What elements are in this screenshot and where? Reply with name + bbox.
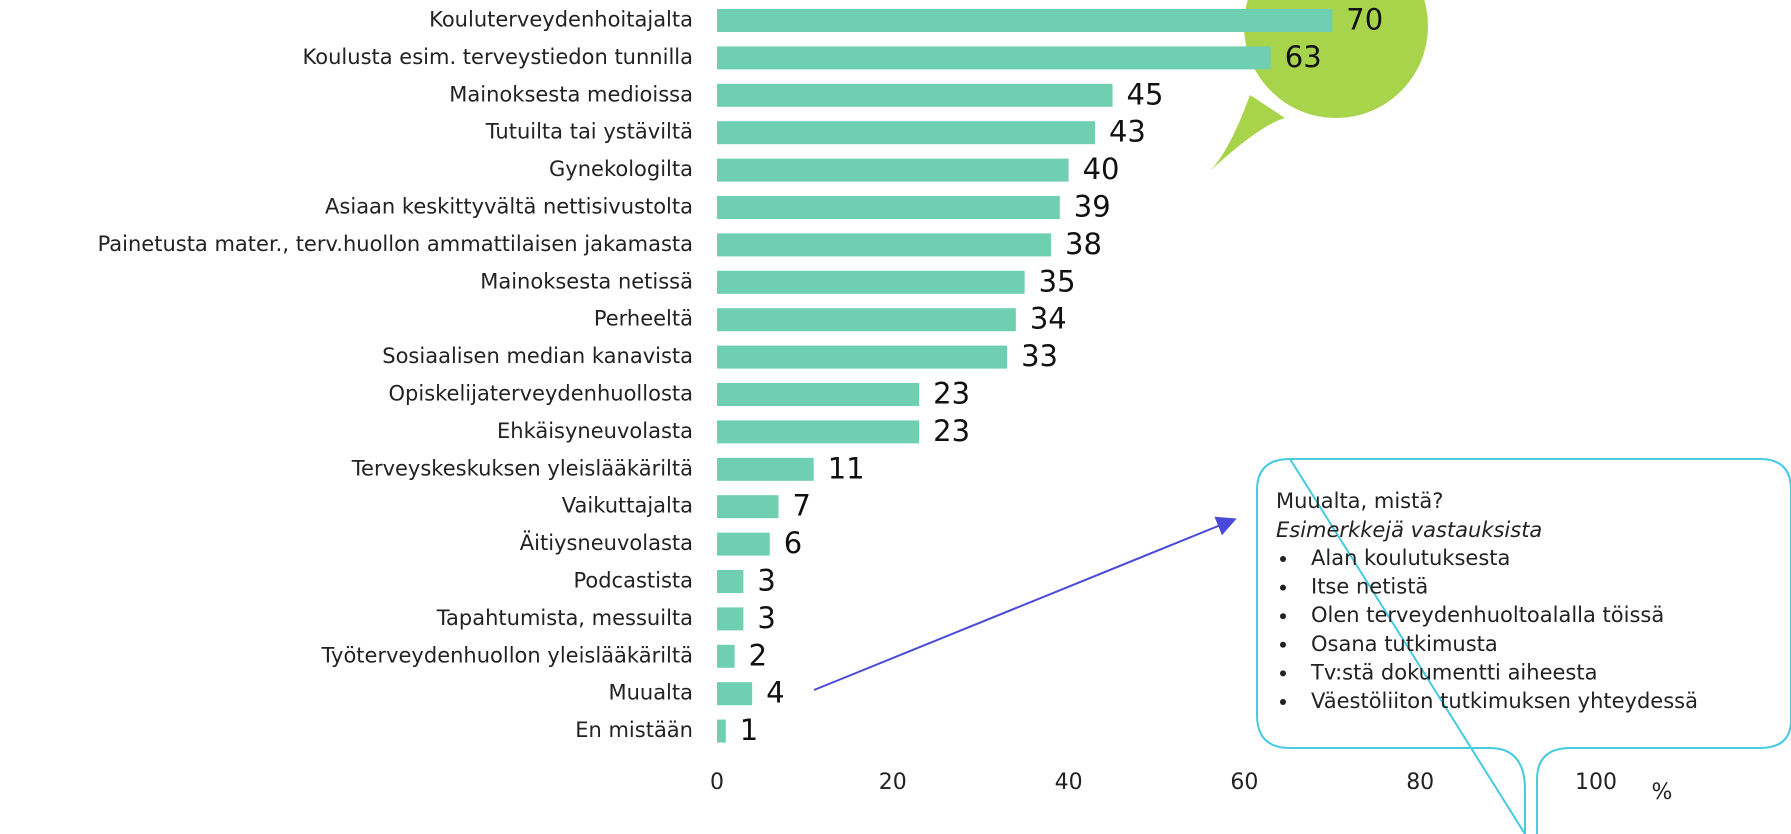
bar (717, 495, 779, 519)
bar (717, 233, 1052, 257)
category-label: Tutuilta tai ystäviltä (485, 120, 693, 144)
bar (717, 607, 744, 631)
category-label: Perheeltä (594, 307, 693, 331)
category-label: Gynekologilta (549, 157, 693, 181)
bar (717, 383, 920, 406)
category-label: Podcastista (573, 569, 693, 593)
bar (717, 308, 1016, 332)
value-label: 3 (757, 601, 775, 635)
bubble-tail (1210, 95, 1285, 171)
bar (717, 345, 1008, 369)
category-label: Sosiaalisen median kanavista (382, 344, 693, 368)
bullet (1280, 613, 1286, 620)
bar (717, 644, 735, 668)
value-label: 43 (1109, 115, 1146, 149)
value-label: 45 (1127, 77, 1164, 111)
x-tick-label: 80 (1406, 770, 1434, 795)
bullet (1280, 584, 1286, 591)
value-label: 4 (766, 676, 784, 710)
annotation-item: Alan koulutuksesta (1311, 546, 1510, 570)
value-label: 40 (1083, 152, 1120, 186)
annotation-item: Olen terveydenhuoltoalalla töissä (1311, 603, 1664, 627)
x-axis-unit: % (1652, 780, 1673, 805)
x-tick-label: 40 (1055, 770, 1083, 795)
category-label: Asiaan keskittyvältä nettisivustolta (325, 195, 693, 219)
bullet (1280, 670, 1286, 677)
category-label: Koulusta esim. terveystiedon tunnilla (303, 45, 693, 69)
value-label: 35 (1039, 264, 1076, 298)
value-label: 38 (1065, 227, 1102, 261)
bar (717, 121, 1095, 145)
annotation-item: Väestöliiton tutkimuksen yhteydessä (1311, 689, 1698, 713)
bullet (1280, 699, 1286, 705)
bar (717, 457, 814, 481)
value-label: 63 (1285, 40, 1322, 74)
annotation-item: Tv:stä dokumentti aiheesta (1310, 660, 1597, 684)
bullet (1280, 641, 1286, 648)
x-tick-label: 0 (710, 770, 724, 795)
category-label: En mistään (575, 718, 693, 742)
bar (717, 719, 726, 743)
callout-box (1256, 457, 1791, 834)
category-label: Vaikuttajalta (562, 494, 693, 518)
category-label: Ehkäisyneuvolasta (497, 419, 693, 443)
bar (717, 270, 1025, 294)
value-label: 2 (749, 638, 767, 672)
category-label: Mainoksesta netissä (480, 269, 693, 293)
bar (717, 9, 1333, 32)
category-label: Muualta (608, 681, 693, 705)
value-label: 23 (933, 414, 970, 448)
category-label: Painetusta mater., terv.huollon ammattil… (98, 232, 693, 256)
bar (717, 83, 1113, 107)
category-label: Työterveydenhuollon yleislääkäriltä (320, 643, 693, 667)
category-label: Tapahtumista, messuilta (436, 606, 693, 630)
value-label: 23 (933, 377, 970, 411)
value-label: 11 (828, 451, 865, 485)
bar (717, 46, 1271, 70)
bar (717, 420, 920, 444)
x-tick-label: 60 (1230, 770, 1258, 795)
bullet (1280, 556, 1286, 562)
x-tick-label: 20 (879, 770, 907, 795)
category-label: Äitiysneuvolasta (520, 530, 693, 555)
bar (717, 532, 770, 556)
value-label: 1 (740, 713, 758, 747)
value-label: 6 (784, 526, 802, 560)
value-label: 70 (1346, 3, 1383, 37)
arrow (813, 516, 1237, 691)
bar (717, 682, 753, 706)
value-label: 34 (1030, 302, 1067, 336)
category-label: Mainoksesta medioissa (449, 82, 693, 106)
annotation-subtitle: Esimerkkejä vastauksista (1276, 518, 1542, 542)
value-label: 7 (793, 489, 811, 523)
bar (717, 196, 1060, 219)
bar (717, 158, 1069, 182)
value-label: 33 (1021, 339, 1058, 373)
category-label: Opiskelijaterveydenhuollosta (389, 382, 694, 406)
value-label: 39 (1074, 190, 1111, 224)
category-label: Terveyskeskuksen yleislääkäriltä (351, 456, 693, 480)
x-tick-label: 100 (1575, 770, 1617, 795)
category-label: Kouluterveydenhoitajalta (429, 8, 693, 32)
annotation-title: Muualta, mistä? (1276, 489, 1443, 513)
annotation-item: Itse netistä (1311, 575, 1428, 599)
bar (717, 570, 744, 593)
annotation-item: Osana tutkimusta (1311, 632, 1498, 656)
value-label: 3 (757, 564, 775, 598)
